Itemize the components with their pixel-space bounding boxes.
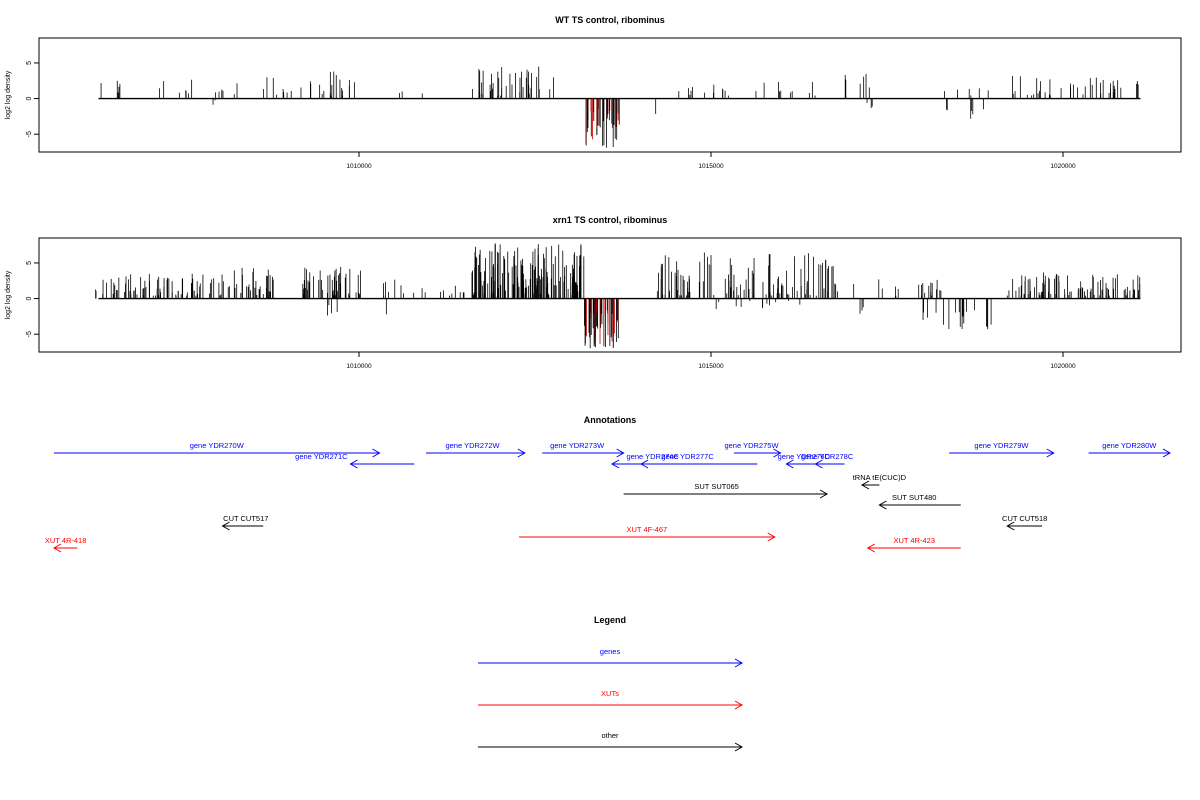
annotations-title: Annotations	[584, 415, 637, 425]
annotation-arrow: CUT CUT517	[221, 514, 268, 531]
annotation-arrow: XUT 4F-467	[519, 525, 776, 542]
annotation-label: XUT 4R-418	[45, 536, 87, 545]
annotation-arrow: gene YDR271C	[295, 452, 415, 469]
arrow-head	[610, 459, 620, 469]
arrow-head	[819, 489, 829, 499]
plot-wt: WT TS control, ribominus -5 0 5 log2 log den…	[5, 15, 1182, 170]
annotation-label: gene YDR271C	[295, 452, 348, 461]
legend-label: other	[601, 731, 619, 740]
legend-label: XUTs	[601, 689, 619, 698]
annotation-label: gene YDR270W	[190, 441, 245, 450]
y-tick-label: -5	[26, 331, 33, 337]
annotation-arrow: XUT 4R-418	[45, 536, 87, 553]
legend-item: other	[478, 731, 744, 752]
x-tick-label: 1015000	[698, 163, 724, 170]
arrow-head	[52, 543, 62, 553]
plot-title: WT TS control, ribominus	[555, 15, 665, 25]
arrow-head	[1006, 521, 1015, 531]
annotation-arrow: CUT CUT518	[1002, 514, 1047, 531]
arrow-head	[372, 448, 381, 458]
y-tick-label: 0	[26, 297, 33, 301]
arrow-head	[767, 532, 776, 542]
annotation-label: gene YDR279W	[974, 441, 1029, 450]
arrow-head	[860, 480, 870, 490]
annotation-label: gene YDR274C	[626, 452, 679, 461]
annotation-arrow: gene YDR275W	[724, 441, 782, 458]
y-tick-label: 0	[26, 97, 33, 101]
annotation-label: CUT CUT517	[223, 514, 268, 523]
annotation-label: XUT 4R-423	[893, 536, 935, 545]
y-axis-label: log2 log density	[5, 70, 12, 119]
arrow-head	[773, 448, 782, 458]
annotation-arrow: gene YDR273W	[542, 441, 625, 458]
arrow-head	[221, 521, 230, 531]
arrow-head	[734, 700, 744, 710]
annotation-arrow: gene YDR277C	[610, 452, 758, 469]
annotation-label: gene YDR273W	[550, 441, 605, 450]
arrow-head	[785, 459, 794, 469]
x-tick-label: 1010000	[346, 363, 372, 370]
legend-title: Legend	[594, 615, 626, 625]
annotation-arrow: SUT SUT480	[878, 493, 961, 510]
annotation-arrow: tRNA tE(CUC)D	[853, 473, 907, 490]
legend-item: genes	[478, 647, 744, 668]
arrow-head	[1046, 448, 1055, 458]
annotation-label: SUT SUT065	[694, 482, 738, 491]
annotation-arrow: SUT SUT065	[623, 482, 829, 499]
y-axis-label: log2 log density	[5, 270, 12, 319]
arrow-head	[734, 658, 744, 668]
annotation-tracks: gene YDR270W gene YDR271C gene YDR272W gene…	[45, 441, 1172, 553]
arrow-head	[814, 459, 823, 469]
annotation-arrow: gene YDR278C	[801, 452, 854, 469]
y-tick-label: -5	[26, 131, 33, 137]
annotation-arrow: gene YDR279W	[949, 441, 1055, 458]
legend-label: genes	[600, 647, 621, 656]
annotation-label: SUT SUT480	[892, 493, 936, 502]
arrow-head	[866, 543, 875, 553]
x-tick-label: 1010000	[346, 163, 372, 170]
annotation-label: gene YDR277C	[661, 452, 714, 461]
annotation-arrow: gene YDR280W	[1088, 441, 1172, 458]
annotation-arrow: gene YDR270W	[54, 441, 381, 458]
annotation-label: gene YDR280W	[1102, 441, 1157, 450]
plot-frame	[38, 37, 1182, 153]
y-tick-label: 5	[26, 261, 33, 265]
x-tick-label: 1020000	[1050, 163, 1076, 170]
legend-item: XUTs	[478, 689, 744, 710]
annotation-label: gene YDR276C	[778, 452, 831, 461]
arrow-head	[1162, 448, 1172, 458]
y-tick-label: 5	[26, 61, 33, 65]
annotation-label: gene YDR272W	[445, 441, 500, 450]
annotation-label: CUT CUT518	[1002, 514, 1047, 523]
arrow-head	[517, 448, 526, 458]
plot-frame	[38, 237, 1182, 353]
annotation-label: gene YDR275W	[724, 441, 779, 450]
x-tick-label: 1015000	[698, 363, 724, 370]
annotation-label: tRNA tE(CUC)D	[853, 473, 907, 482]
arrow-head	[878, 500, 887, 510]
plot-title: xrn1 TS control, ribominus	[553, 215, 668, 225]
annotation-label: gene YDR278C	[801, 452, 854, 461]
arrow-head	[616, 448, 625, 458]
plot-xrn1: xrn1 TS control, ribominus -5 0 5 log2 log d…	[5, 215, 1182, 370]
annotation-arrow: XUT 4R-423	[866, 536, 961, 553]
arrow-head	[349, 459, 358, 469]
x-tick-label: 1020000	[1050, 363, 1076, 370]
arrow-head	[734, 742, 744, 752]
annotation-label: XUT 4F-467	[627, 525, 668, 534]
annotation-arrow: gene YDR272W	[426, 441, 526, 458]
legend: genes XUTs other	[478, 647, 744, 752]
